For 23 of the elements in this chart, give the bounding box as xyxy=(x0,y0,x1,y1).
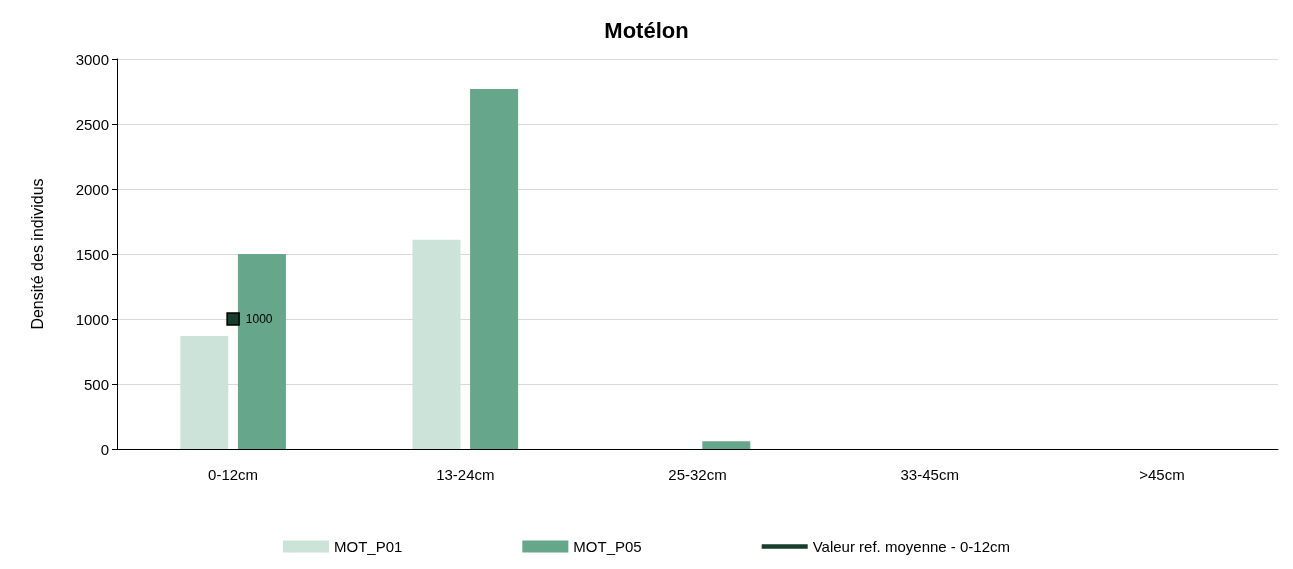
x-tick-label: 0-12cm xyxy=(208,466,259,483)
x-tick-label: 13-24cm xyxy=(436,466,495,483)
chart-title: Motélon xyxy=(604,17,689,43)
y-tick-label: 1000 xyxy=(75,310,109,328)
legend-label: MOT_P01 xyxy=(333,538,403,555)
x-tick-label: 25-32cm xyxy=(668,466,727,483)
y-axis-title: Densité des individus xyxy=(28,178,46,330)
y-tick-label: 0 xyxy=(100,440,109,458)
y-tick-label: 500 xyxy=(83,375,109,393)
bar xyxy=(180,335,229,449)
x-tick-label: 33-45cm xyxy=(900,466,959,483)
data-label: 1000 xyxy=(245,312,273,326)
x-tick-label: >45cm xyxy=(1139,466,1185,483)
y-tick-label: 3000 xyxy=(75,50,109,68)
legend-label: Valeur ref. moyenne - 0-12cm xyxy=(812,538,1011,555)
y-tick-label: 2500 xyxy=(75,115,109,133)
bar xyxy=(412,239,461,449)
legend-label: MOT_P05 xyxy=(573,538,642,555)
y-tick-label: 2000 xyxy=(75,180,109,198)
y-tick-label: 1500 xyxy=(75,245,109,263)
bar xyxy=(470,88,519,449)
bar xyxy=(237,254,286,449)
bar xyxy=(702,441,751,449)
